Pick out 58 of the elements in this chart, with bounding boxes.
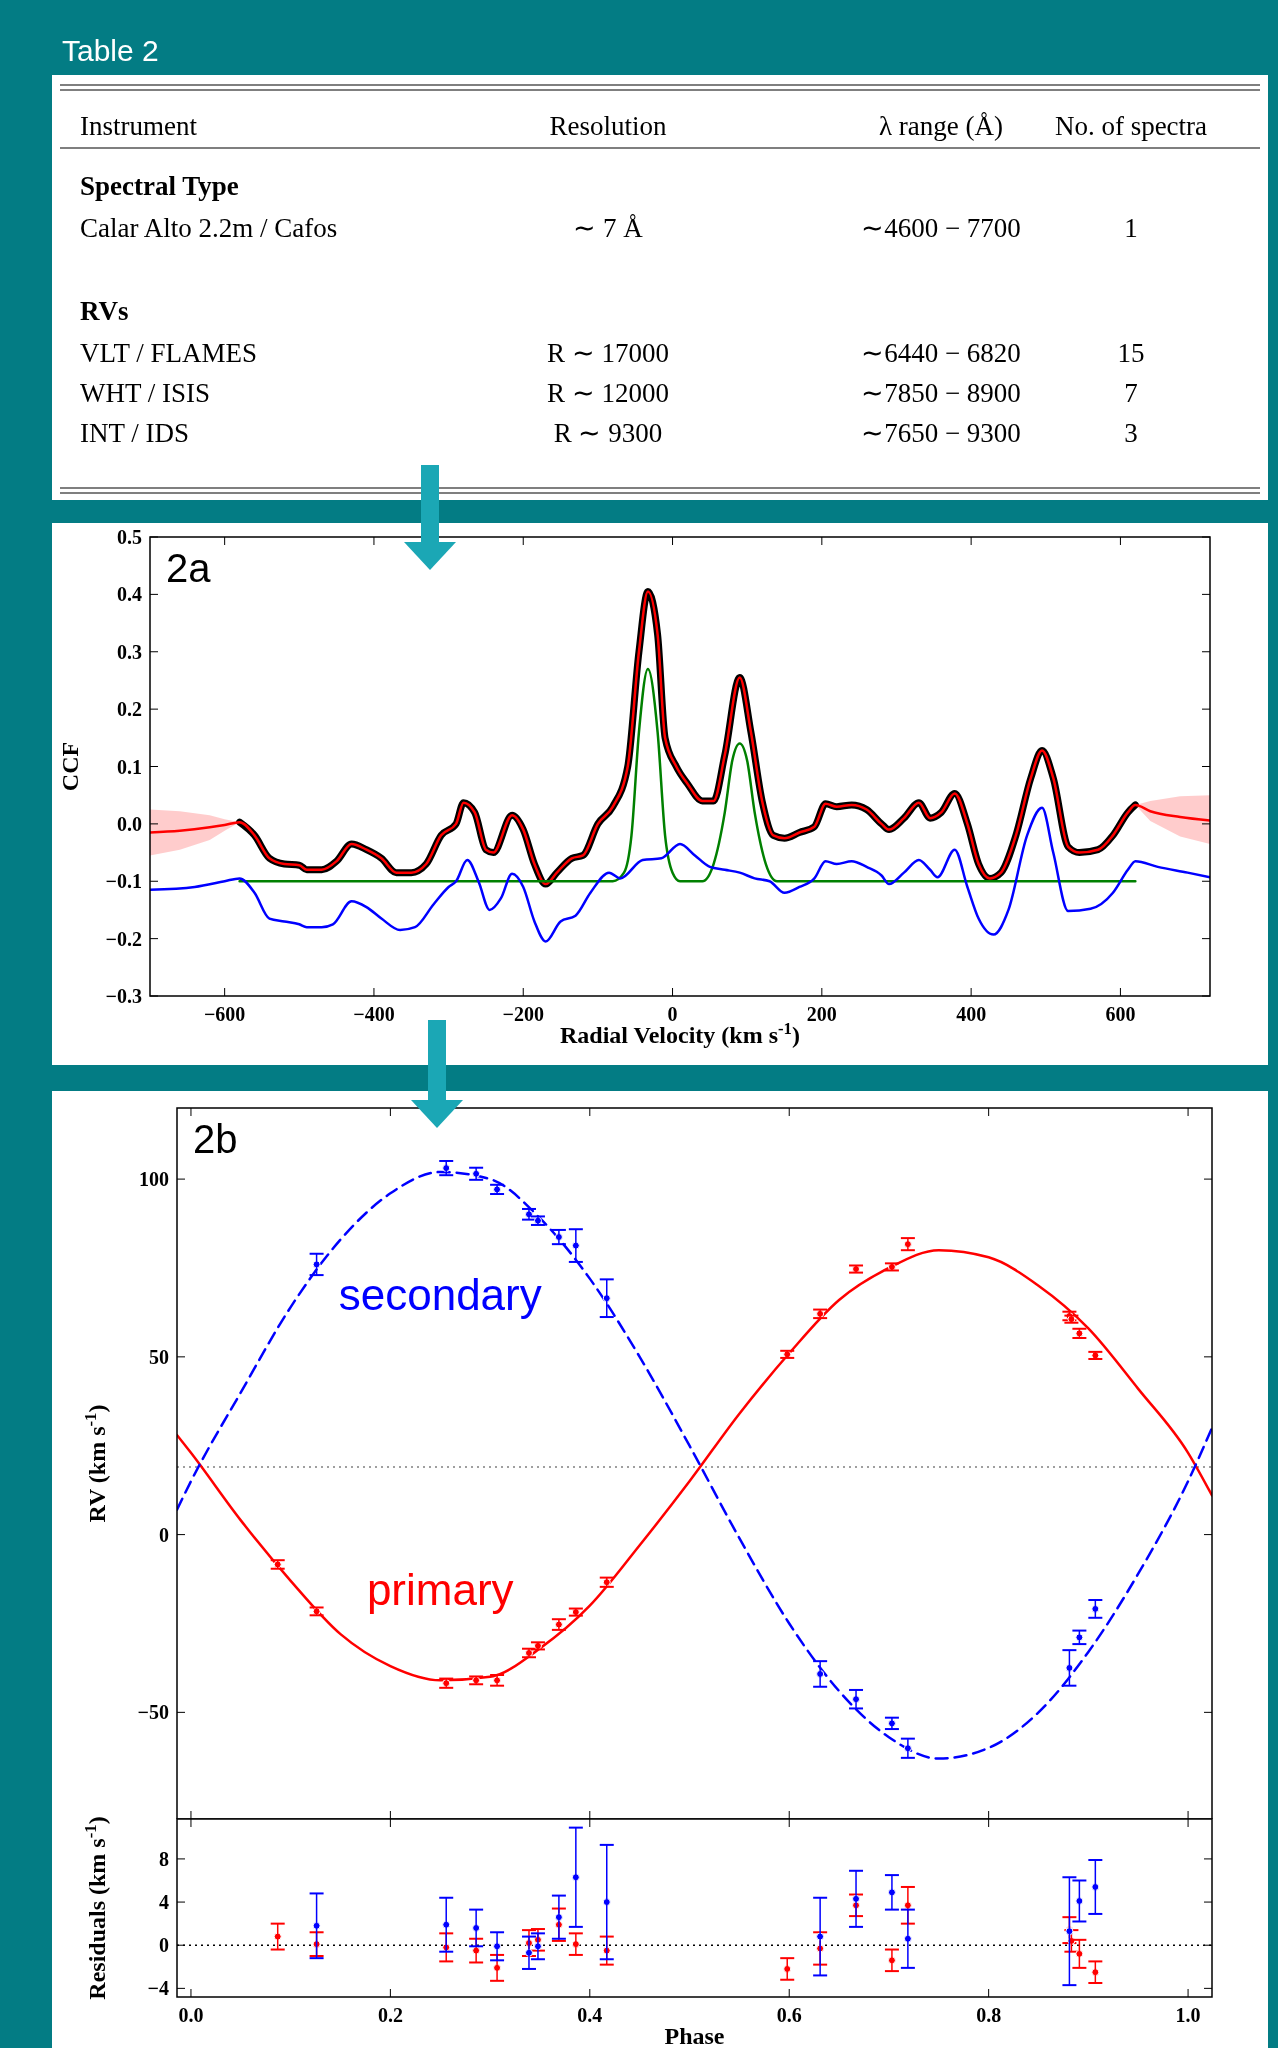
- text: ∼ 7 Å: [573, 213, 643, 243]
- x-tick-label: 600: [1105, 1003, 1136, 1025]
- y-tick-label: −0.3: [105, 985, 142, 1007]
- category-label: λ range (Å): [878, 111, 1004, 141]
- y-tick-label: 0.4: [117, 583, 142, 606]
- y-tick-label: 0: [159, 1523, 169, 1546]
- x-axis-title: Phase: [664, 2023, 725, 2048]
- text: 15: [1117, 338, 1145, 368]
- text: R ∼ 12000: [546, 378, 670, 408]
- category-label: WHT / ISIS: [80, 378, 211, 408]
- text: R ∼ 17000: [546, 338, 670, 368]
- y-tick-label: 0.2: [117, 698, 142, 721]
- x-tick-label: 0.4: [577, 2004, 603, 2026]
- category-label: RVs: [80, 296, 129, 326]
- x-tick-label: −200: [502, 1003, 544, 1025]
- category-label: VLT / FLAMES: [80, 338, 258, 368]
- y-tick-label: 0.1: [117, 755, 142, 778]
- category-label: Calar Alto 2.2m / Cafos: [80, 213, 338, 243]
- category-label: Spectral Type: [80, 171, 239, 201]
- text: ∼7650 − 9300: [861, 418, 1021, 448]
- y-tick-label: 0.5: [117, 526, 142, 548]
- y-axis-title: CCF: [57, 741, 83, 792]
- x-tick-label: 0.0: [178, 2004, 204, 2026]
- series-label: primary: [366, 1565, 514, 1615]
- y-tick-label: −50: [137, 1701, 169, 1724]
- text: 1: [1124, 213, 1138, 243]
- y-tick-label: 0: [159, 1934, 169, 1957]
- y-tick-label: 0.3: [117, 640, 142, 663]
- y-tick-label: 0.0: [117, 812, 142, 835]
- category-label: No. of spectra: [1054, 111, 1208, 141]
- y-tick-label: 8: [159, 1847, 169, 1870]
- text: 7: [1124, 378, 1138, 408]
- y-tick-label: −0.1: [105, 870, 142, 893]
- x-tick-label: 1.0: [1175, 2004, 1201, 2026]
- x-tick-label: 400: [956, 1003, 987, 1025]
- text: Table 2: [62, 34, 159, 67]
- y-tick-label: 50: [149, 1345, 169, 1368]
- x-tick-label: −400: [353, 1003, 395, 1025]
- y-tick-label: −0.2: [105, 927, 142, 950]
- text: ∼4600 − 7700: [861, 213, 1021, 243]
- x-tick-label: 0.8: [976, 2004, 1002, 2026]
- annotation: 2a: [166, 546, 212, 590]
- x-tick-label: 0.2: [377, 2004, 403, 2026]
- y-tick-label: 4: [159, 1891, 169, 1914]
- category-label: Resolution: [549, 111, 667, 141]
- x-tick-label: 0.6: [776, 2004, 802, 2026]
- x-tick-label: −600: [203, 1003, 246, 1025]
- category-label: Instrument: [80, 111, 198, 141]
- text: R ∼ 9300: [553, 418, 663, 448]
- y-tick-label: 100: [139, 1168, 169, 1191]
- annotation: 2b: [193, 1117, 238, 1161]
- category-label: INT / IDS: [80, 418, 190, 448]
- text: ∼6440 − 6820: [861, 338, 1021, 368]
- y-tick-label: −4: [147, 1977, 169, 2000]
- x-tick-label: 200: [806, 1003, 837, 1025]
- series-label: secondary: [338, 1270, 542, 1320]
- text: ∼7850 − 8900: [861, 378, 1021, 408]
- text: 3: [1124, 418, 1138, 448]
